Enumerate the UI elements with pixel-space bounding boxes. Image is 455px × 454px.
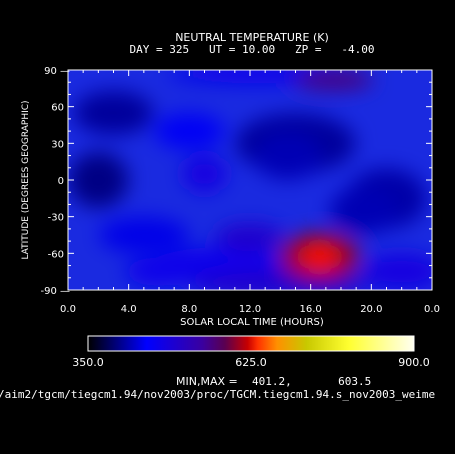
y-tick-label: -60 [48, 249, 64, 260]
heatmap-shape-1 [73, 90, 154, 135]
y-tick-label: 60 [51, 103, 64, 114]
x-tick-label: 16.0 [300, 304, 322, 315]
heatmap-feature-local-min [329, 186, 398, 235]
colorbar-max-label: 900.0 [398, 356, 430, 369]
x-tick-label: 0.0 [424, 304, 440, 315]
x-tick-label: 12.0 [239, 304, 261, 315]
minmax-label: MIN,MAX = [176, 375, 238, 388]
heatmap-feature-local-max [293, 70, 374, 90]
footer-path: /aim2/tgcm/tiegcm1.94/nov2003/proc/TGCM.… [0, 388, 435, 401]
heatmap-feature-local-max [216, 223, 284, 252]
x-tick-label: 20.0 [360, 304, 382, 315]
minmax-values: 401.2, 603.5 [252, 375, 371, 388]
y-tick-label: 30 [51, 139, 64, 150]
y-axis: 90 — 60 30 0 -30 -60 -90 — [40, 66, 432, 297]
colorbar [87, 335, 415, 352]
x-tick-label: 4.0 [121, 304, 137, 315]
heatmap-shape-9 [361, 253, 432, 290]
heatmap-feature-local-min [253, 131, 322, 180]
x-axis: 0.0 4.0 8.0 12.0 16.0 20.0 0.0 [60, 70, 440, 315]
heatmap-feature-local-max [125, 257, 193, 286]
y-tick-label: 0 [58, 176, 64, 187]
chart-title: NEUTRAL TEMPERATURE (K) [175, 31, 329, 44]
heatmap-shape-7 [154, 113, 225, 150]
y-tick-label: -90 — [40, 286, 70, 297]
heatmap-field [68, 70, 432, 290]
x-tick-label: 0.0 [60, 304, 76, 315]
y-tick-label: 90 — [44, 66, 70, 77]
heatmap-max-core [301, 245, 338, 269]
colorbar-min-label: 350.0 [72, 356, 104, 369]
heatmap-feature-min [70, 154, 127, 206]
x-tick-label: 8.0 [181, 304, 197, 315]
heatmap-shape-4 [98, 217, 189, 253]
x-axis-label: SOLAR LOCAL TIME (HOURS) [180, 317, 324, 328]
heatmap-feature-local-max [182, 155, 227, 192]
chart-subtitle: DAY = 325 UT = 10.00 ZP = -4.00 [129, 43, 374, 56]
y-axis-label: LATITUDE (DEGREES GEOGRAPHIC) [21, 100, 31, 259]
y-tick-label: -30 [48, 213, 64, 224]
colorbar-mid-label: 625.0 [235, 356, 267, 369]
